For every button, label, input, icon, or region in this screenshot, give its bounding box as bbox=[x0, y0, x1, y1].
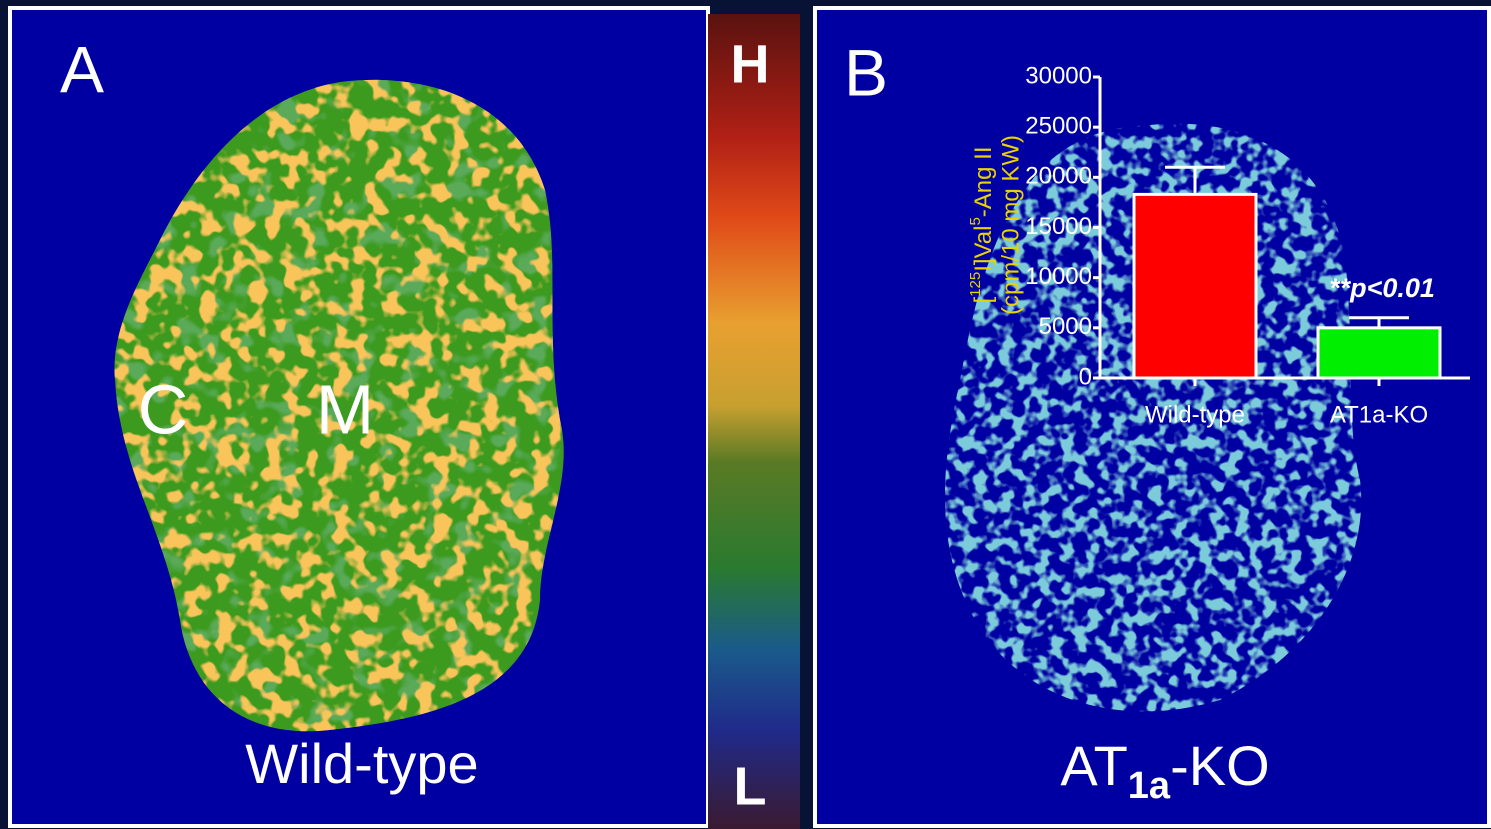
label-part: I]Val bbox=[970, 226, 997, 272]
y-tick-label: 25000 bbox=[1025, 113, 1092, 140]
panel-label: A bbox=[60, 32, 104, 106]
annotation: **p<0.01 bbox=[1329, 273, 1435, 303]
label-sup: 5 bbox=[967, 217, 984, 225]
y-tick-label: 15000 bbox=[1025, 213, 1092, 240]
label-sup: 125 bbox=[967, 272, 984, 297]
caption-part: AT bbox=[1060, 734, 1127, 797]
scale-high: H bbox=[731, 34, 770, 94]
y-tick-label: 5000 bbox=[1039, 313, 1092, 340]
region-label: C bbox=[138, 370, 189, 448]
x-tick-label: Wild-type bbox=[1145, 401, 1245, 428]
y-tick-label: 30000 bbox=[1025, 62, 1092, 89]
scale-low: L bbox=[734, 756, 767, 816]
bar bbox=[1318, 328, 1440, 378]
caption-part: -KO bbox=[1170, 734, 1270, 797]
x-tick-label: AT1a-KO bbox=[1330, 401, 1428, 428]
caption-sub: 1a bbox=[1128, 765, 1171, 807]
label-part: -Ang II bbox=[970, 147, 997, 218]
panel-label: B bbox=[844, 35, 888, 109]
y-axis-label: (cpm/10 mg KW) bbox=[997, 135, 1024, 315]
y-tick-label: 0 bbox=[1079, 363, 1092, 390]
color-bar bbox=[708, 14, 800, 829]
figure: A C M Wild-type H L B AT1a-KO [125I]Val5… bbox=[0, 0, 1491, 829]
bar bbox=[1134, 194, 1256, 378]
region-label: M bbox=[316, 370, 374, 448]
panel-caption: Wild-type bbox=[245, 732, 478, 795]
y-tick-label: 10000 bbox=[1025, 263, 1092, 290]
y-tick-label: 20000 bbox=[1025, 163, 1092, 190]
